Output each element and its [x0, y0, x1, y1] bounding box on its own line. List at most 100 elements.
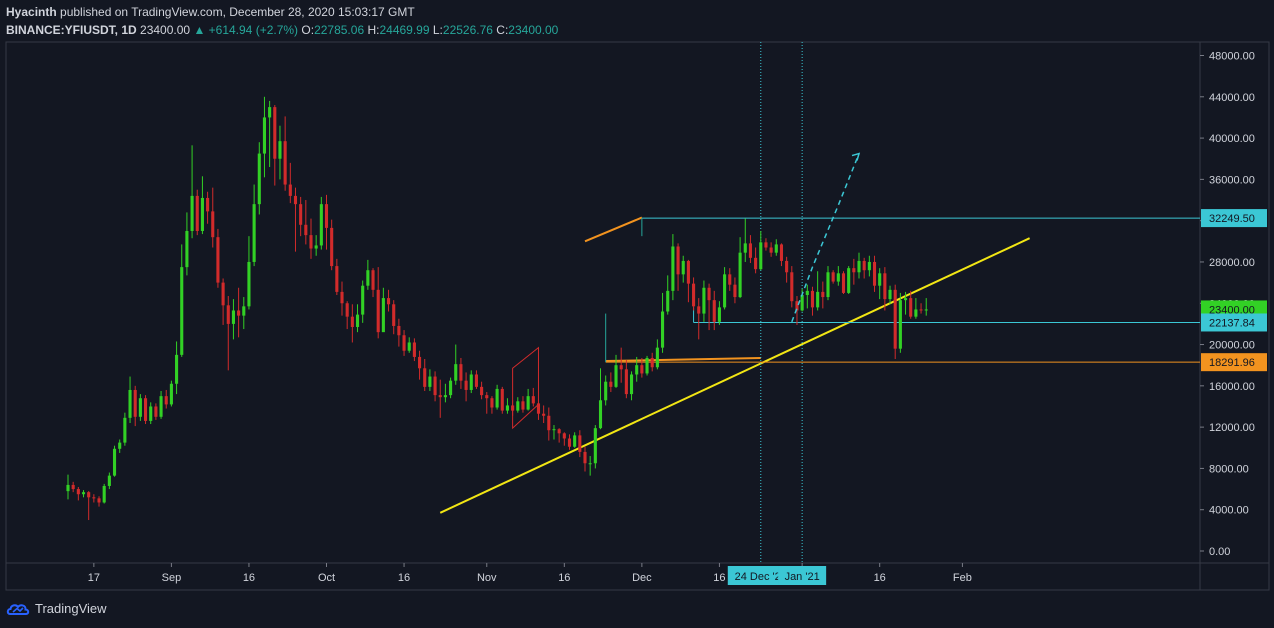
- candle-body: [185, 230, 189, 268]
- candle-body: [578, 435, 582, 452]
- published-text: published on TradingView.com, December 2…: [60, 5, 415, 19]
- candle-body: [816, 291, 820, 308]
- candle-body: [433, 376, 437, 396]
- candle-body: [857, 260, 861, 273]
- low-value: 22526.76: [442, 23, 493, 37]
- candle-body: [112, 448, 117, 476]
- candle-body: [143, 398, 148, 421]
- price-label-text: 22137.84: [1209, 317, 1255, 329]
- candle-body: [593, 428, 597, 464]
- candle-body: [164, 396, 168, 405]
- candle-body: [123, 417, 127, 443]
- candle-body: [133, 389, 137, 417]
- author-name[interactable]: Hyacinth: [6, 5, 57, 19]
- candle-body: [340, 291, 344, 304]
- candle-body: [412, 342, 416, 357]
- candle-body: [386, 298, 391, 305]
- last-price: 23400.00: [140, 23, 191, 37]
- candle-body: [180, 267, 184, 355]
- candle-body: [381, 298, 385, 333]
- candle-body: [893, 289, 897, 349]
- candle-body: [531, 396, 535, 404]
- y-tick-label: 8000.00: [1209, 463, 1249, 475]
- projection-arrowhead: [851, 152, 861, 161]
- candle-body: [335, 266, 339, 292]
- candle-body: [345, 303, 349, 317]
- candle-body: [878, 273, 882, 286]
- candle-body: [805, 290, 809, 295]
- orange-top-line: [584, 216, 643, 243]
- candle-body: [262, 117, 267, 154]
- candle-body: [629, 374, 634, 395]
- candle-body: [836, 273, 840, 282]
- candles: [66, 96, 928, 521]
- annotation-lines: [439, 42, 1200, 563]
- candle-body: [671, 246, 675, 291]
- open-value: 22785.06: [314, 23, 365, 37]
- y-tick-label: 4000.00: [1209, 505, 1249, 517]
- candle-body: [495, 388, 499, 408]
- candle-body: [774, 244, 778, 253]
- candle-body: [583, 451, 587, 464]
- candle-body: [562, 433, 566, 439]
- x-tick-label: Dec: [632, 572, 652, 584]
- price-change: ▲ +614.94 (+2.7%): [193, 23, 299, 37]
- candle-body: [707, 287, 711, 301]
- candle-body: [686, 260, 690, 284]
- cursor-date-label: Jan '21: [785, 571, 820, 583]
- candle-body: [149, 406, 153, 421]
- candle-body: [190, 195, 194, 231]
- price-label-text: 23400.00: [1209, 304, 1255, 316]
- candle-body: [614, 365, 618, 387]
- candle-body: [138, 398, 142, 417]
- y-tick-label: 12000.00: [1209, 422, 1255, 434]
- candle-body: [319, 204, 323, 246]
- price-label-box: [1201, 313, 1267, 332]
- candle-body: [221, 282, 225, 306]
- candle-body: [650, 357, 654, 368]
- x-tick-label: 17: [88, 572, 100, 584]
- symbol-label[interactable]: BINANCE:YFIUSDT, 1D: [6, 23, 137, 37]
- x-tick-label: 16: [713, 572, 725, 584]
- candle-body: [567, 438, 572, 447]
- candle-body: [505, 405, 510, 411]
- candle-body: [278, 141, 282, 159]
- candle-body: [76, 489, 80, 495]
- candle-body: [526, 396, 530, 410]
- candle-body: [366, 270, 370, 286]
- candle-body: [826, 272, 830, 298]
- x-axis: 17 Sep 16 Oct 16 Nov 16 Dec 16 Jan '21 16 Feb: [88, 563, 972, 584]
- candle-body: [159, 396, 163, 417]
- candle-body: [107, 475, 111, 486]
- candle-body: [542, 413, 546, 416]
- price-label-text: 32249.50: [1209, 213, 1255, 225]
- cursor-date-box: [778, 566, 827, 585]
- tradingview-logo[interactable]: TradingView: [6, 601, 107, 616]
- x-tick-label: 16: [243, 572, 255, 584]
- candle-body: [598, 400, 603, 429]
- candle-body: [81, 492, 86, 495]
- y-tick-label: 48000.00: [1209, 51, 1255, 63]
- candle-body: [500, 388, 504, 411]
- candle-body: [883, 273, 887, 300]
- candle-body: [779, 244, 784, 261]
- candle-body: [604, 381, 608, 401]
- candle-body: [118, 442, 122, 449]
- candle-body: [536, 403, 541, 414]
- price-label-box: [1201, 353, 1267, 372]
- candle-body: [71, 484, 75, 490]
- candle-body: [831, 272, 835, 282]
- candle-body: [692, 283, 696, 307]
- y-tick-label: 0.00: [1209, 546, 1230, 558]
- candle-body: [469, 374, 473, 390]
- candle-body: [919, 309, 923, 311]
- y-tick-label: 40000.00: [1209, 133, 1255, 145]
- candle-body: [226, 305, 230, 324]
- candle-body: [588, 463, 592, 465]
- candle-body: [810, 290, 815, 308]
- candle-body: [309, 235, 313, 249]
- y-tick-label: 16000.00: [1209, 381, 1255, 393]
